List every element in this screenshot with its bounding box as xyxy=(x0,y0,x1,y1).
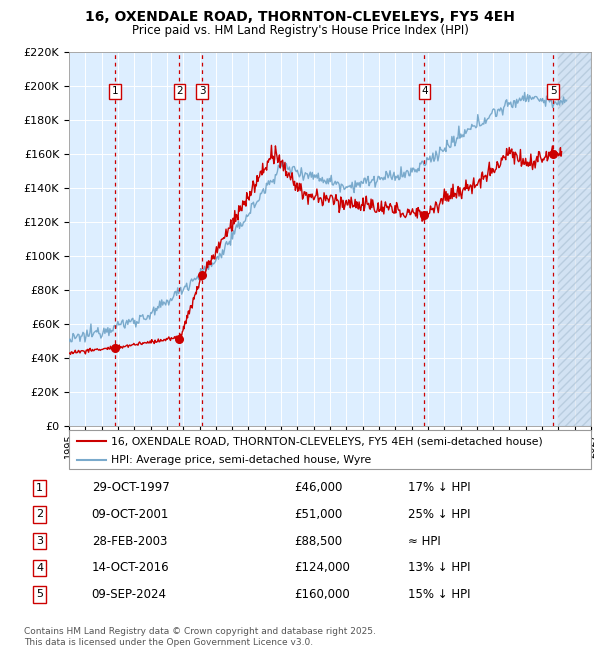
Text: 2: 2 xyxy=(176,86,183,96)
Text: 3: 3 xyxy=(199,86,205,96)
Text: £88,500: £88,500 xyxy=(295,534,343,547)
Text: 14-OCT-2016: 14-OCT-2016 xyxy=(92,562,169,575)
Text: £51,000: £51,000 xyxy=(295,508,343,521)
Text: ≈ HPI: ≈ HPI xyxy=(407,534,440,547)
Text: HPI: Average price, semi-detached house, Wyre: HPI: Average price, semi-detached house,… xyxy=(111,454,371,465)
Text: 16, OXENDALE ROAD, THORNTON-CLEVELEYS, FY5 4EH (semi-detached house): 16, OXENDALE ROAD, THORNTON-CLEVELEYS, F… xyxy=(111,436,542,446)
Text: 09-SEP-2024: 09-SEP-2024 xyxy=(92,588,167,601)
Text: 13% ↓ HPI: 13% ↓ HPI xyxy=(407,562,470,575)
Text: Price paid vs. HM Land Registry's House Price Index (HPI): Price paid vs. HM Land Registry's House … xyxy=(131,24,469,37)
Text: Contains HM Land Registry data © Crown copyright and database right 2025.
This d: Contains HM Land Registry data © Crown c… xyxy=(24,627,376,647)
Text: 28-FEB-2003: 28-FEB-2003 xyxy=(92,534,167,547)
Text: 25% ↓ HPI: 25% ↓ HPI xyxy=(407,508,470,521)
Text: 29-OCT-1997: 29-OCT-1997 xyxy=(92,481,169,494)
Text: 2: 2 xyxy=(36,510,43,519)
Text: 4: 4 xyxy=(36,563,43,573)
FancyBboxPatch shape xyxy=(69,430,591,469)
Text: 1: 1 xyxy=(36,483,43,493)
Text: 4: 4 xyxy=(421,86,428,96)
Text: 15% ↓ HPI: 15% ↓ HPI xyxy=(407,588,470,601)
Text: £124,000: £124,000 xyxy=(295,562,350,575)
Text: 09-OCT-2001: 09-OCT-2001 xyxy=(92,508,169,521)
Text: 3: 3 xyxy=(36,536,43,546)
Text: 16, OXENDALE ROAD, THORNTON-CLEVELEYS, FY5 4EH: 16, OXENDALE ROAD, THORNTON-CLEVELEYS, F… xyxy=(85,10,515,25)
Text: 5: 5 xyxy=(550,86,557,96)
Text: £46,000: £46,000 xyxy=(295,481,343,494)
Text: 5: 5 xyxy=(36,590,43,599)
Text: 1: 1 xyxy=(112,86,118,96)
Text: £160,000: £160,000 xyxy=(295,588,350,601)
Text: 17% ↓ HPI: 17% ↓ HPI xyxy=(407,481,470,494)
Bar xyxy=(559,52,591,426)
